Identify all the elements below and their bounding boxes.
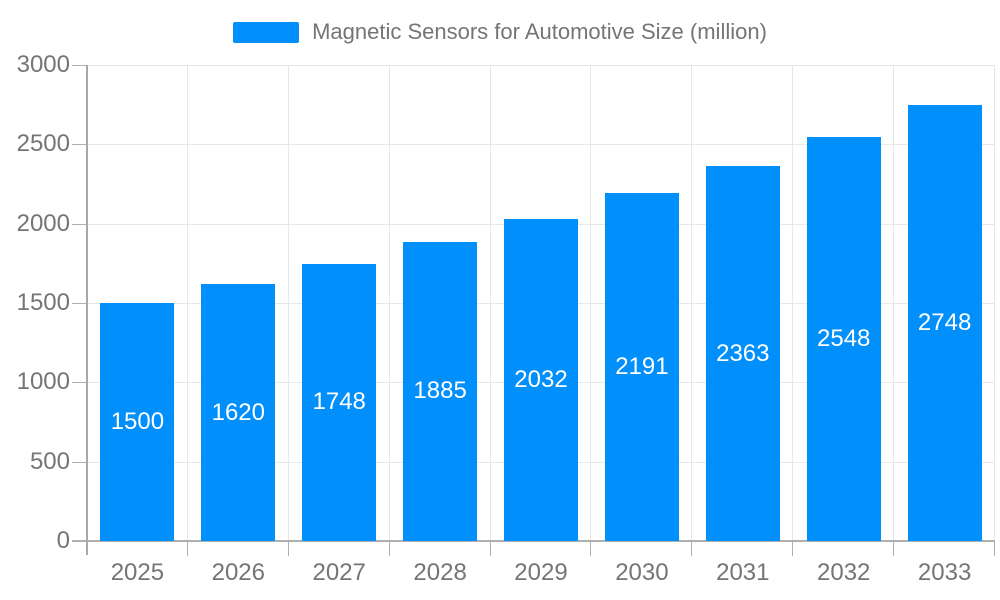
bar-value-label: 1885 (413, 377, 467, 405)
bar[interactable]: 1885 (403, 241, 478, 541)
x-gridline (186, 65, 188, 541)
bar[interactable]: 1620 (201, 284, 276, 541)
x-gridline (893, 65, 895, 541)
x-gridline (489, 65, 491, 541)
x-gridline (388, 65, 390, 541)
x-gridline (590, 65, 592, 541)
bar[interactable]: 2748 (907, 105, 982, 541)
x-axis-label: 2031 (716, 559, 770, 586)
x-axis-tick (186, 542, 188, 556)
x-axis-label: 2029 (514, 559, 568, 586)
x-axis-tick (388, 542, 390, 556)
y-axis-label: 0 (56, 527, 70, 554)
x-axis-tick (691, 542, 693, 556)
x-axis-tick (893, 542, 895, 556)
x-axis-tick (287, 542, 289, 556)
y-gridline (87, 144, 995, 146)
legend-label: Magnetic Sensors for Automotive Size (mi… (312, 19, 767, 44)
y-axis-tick (72, 223, 87, 225)
bar[interactable]: 2032 (504, 218, 578, 541)
x-axis-label: 2030 (615, 559, 669, 586)
y-axis-label: 1000 (16, 368, 70, 396)
legend-item[interactable]: Magnetic Sensors for Automotive Size (mi… (0, 21, 1000, 43)
x-axis-tick (489, 542, 491, 556)
x-axis-tick (792, 542, 794, 556)
x-axis-label: 2032 (816, 559, 871, 586)
x-axis-label: 2028 (413, 559, 467, 586)
bar[interactable]: 1500 (100, 303, 175, 541)
x-axis-label: 2027 (312, 559, 366, 586)
plot-area: 0 500 1000 1500 2000 2500 3000 1500 2025 1620 2026… (17, 53, 995, 585)
bar[interactable]: 2548 (806, 136, 881, 541)
x-gridline (287, 65, 289, 541)
bar[interactable]: 2191 (604, 193, 679, 541)
y-axis-label: 2500 (16, 130, 70, 158)
legend-swatch (233, 21, 300, 43)
bar[interactable]: 2363 (705, 166, 780, 541)
x-axis-tick (994, 542, 995, 556)
x-axis-line (72, 540, 995, 542)
y-axis-tick (72, 382, 87, 384)
x-gridline (691, 65, 693, 541)
y-axis-tick (72, 65, 87, 66)
bar-value-label: 2363 (716, 339, 770, 367)
y-gridline (87, 65, 995, 66)
x-axis-label: 2026 (211, 559, 265, 586)
y-axis-label: 1500 (16, 289, 70, 316)
bar-value-label: 2032 (514, 365, 568, 393)
y-axis-label: 3000 (16, 51, 70, 78)
bar-value-label: 1620 (211, 398, 265, 426)
x-axis-label: 2025 (110, 559, 165, 586)
bar-value-label: 2548 (816, 324, 871, 352)
y-axis-tick (72, 461, 87, 463)
bar-value-label: 1500 (110, 408, 165, 435)
y-axis-line (86, 65, 88, 555)
y-axis-label: 2000 (16, 209, 70, 237)
bar-value-label: 2191 (615, 353, 669, 381)
y-axis-tick (72, 303, 87, 304)
x-axis-label: 2033 (917, 559, 972, 586)
x-axis-tick (590, 542, 592, 556)
y-axis-tick (72, 144, 87, 146)
x-gridline (994, 65, 995, 541)
bar-value-label: 1748 (312, 388, 366, 416)
x-gridline (792, 65, 794, 541)
bar[interactable]: 1748 (302, 263, 377, 541)
bar-value-label: 2748 (917, 309, 972, 336)
y-axis-label: 500 (29, 447, 70, 475)
